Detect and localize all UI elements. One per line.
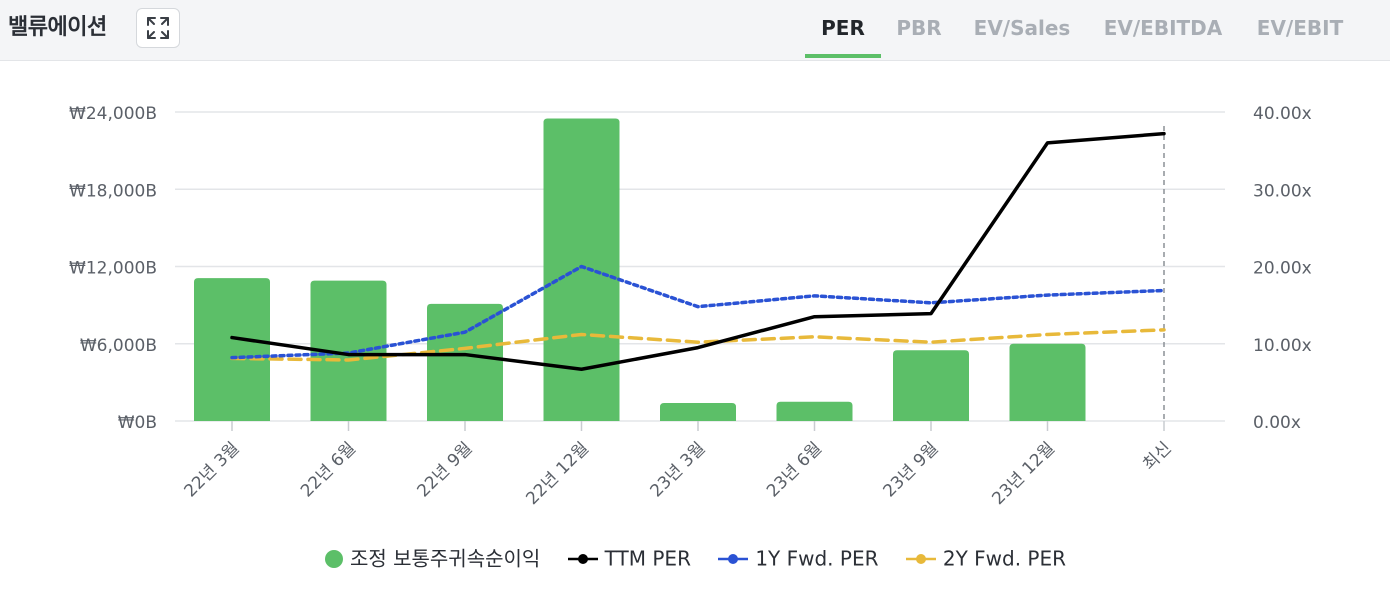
bar [543,118,620,421]
legend-label: 2Y Fwd. PER [942,546,1067,571]
x-axis-tick-label: 22년 12월 [522,438,593,509]
valuation-header: 밸류에이션 PER PBR EV/Sales EV/EBITDA EV/EBIT [0,0,1390,61]
per-chart: ₩0B 0.00x ₩6,000B 10.00x ₩12,000B 20.00x ₩18,0… [69,104,1312,509]
x-axis-tick-label: 최신 [1139,438,1175,474]
legend-item-net-income[interactable]: 조정 보통주귀속순이익 [324,540,540,576]
right-axis-tick-label: 10.00x [1253,336,1312,356]
x-axis-tick-label: 23년 12월 [988,438,1059,509]
x-axis-tick-label: 23년 9월 [880,438,943,501]
bar [660,402,736,421]
x-axis-tick-label: 22년 6월 [297,438,360,501]
x-axis-tick-label: 23년 6월 [763,438,826,501]
series-line-dotted [230,264,1166,360]
series-line-solid [230,131,1166,371]
legend-item-1y-fwd-per[interactable]: 1Y Fwd. PER [717,540,879,576]
tab-pbr[interactable]: PBR [896,16,942,40]
bar [776,401,853,421]
bar-swatch-icon [324,549,343,568]
legend-label: 1Y Fwd. PER [755,546,879,571]
x-axis-tick-label: 23년 3월 [647,438,710,501]
section-title: 밸류에이션 [8,15,107,40]
legend-label: 조정 보통주귀속순이익 [349,546,541,571]
bar [427,303,503,421]
bar [194,278,270,421]
bar [1009,343,1086,421]
tab-ev-sales[interactable]: EV/Sales [973,16,1071,40]
left-axis-tick-label: ₩18,000B [69,181,157,201]
line-swatch-icon [905,553,936,564]
tab-per[interactable]: PER [805,0,881,58]
x-axis-tick-label: 22년 9월 [414,438,477,501]
right-axis-tick-label: 0.00x [1253,413,1301,433]
tab-ev-ebitda[interactable]: EV/EBITDA [1103,16,1223,40]
tab-ev-ebit[interactable]: EV/EBIT [1256,16,1344,40]
bar [310,280,387,421]
line-swatch-icon [567,553,598,564]
x-axis-tick-label: 22년 3월 [181,438,244,501]
legend-item-ttm-per[interactable]: TTM PER [567,540,691,576]
left-axis-tick-label: ₩12,000B [69,259,157,279]
chart-legend: 조정 보통주귀속순이익 TTM PER 1Y Fwd. PER 2Y Fwd. … [0,540,1390,574]
legend-item-2y-fwd-per[interactable]: 2Y Fwd. PER [905,540,1066,576]
expand-icon [147,17,169,39]
right-axis-tick-label: 40.00x [1253,104,1312,124]
left-axis-tick-label: ₩24,000B [69,104,157,124]
right-axis-tick-label: 20.00x [1253,259,1312,279]
legend-label: TTM PER [604,546,691,571]
right-axis-tick-label: 30.00x [1253,181,1312,201]
left-axis-tick-label: ₩0B [118,413,157,433]
left-axis-tick-label: ₩6,000B [80,336,157,356]
bar [893,350,969,421]
line-swatch-icon [718,553,749,564]
expand-button[interactable] [136,8,180,48]
